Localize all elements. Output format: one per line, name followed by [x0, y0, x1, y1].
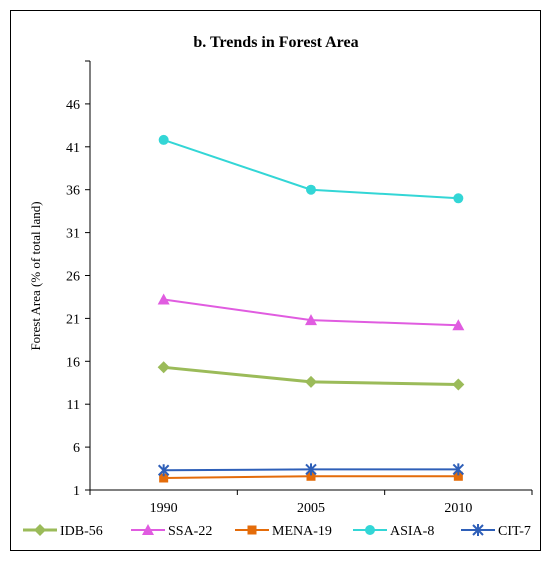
data-point-asia-8: [158, 134, 169, 145]
series-asia-8: [158, 134, 464, 204]
x-tick-label: 2010: [444, 501, 472, 516]
legend-marker: [142, 524, 154, 535]
legend-label: ASIA-8: [390, 524, 434, 539]
data-point-cit-7: [305, 463, 317, 476]
y-tick-label: 16: [66, 355, 80, 370]
data-point-mena-19: [159, 473, 169, 483]
legend-label: SSA-22: [168, 524, 212, 539]
data-point-idb-56: [305, 375, 317, 388]
series-ssa-22: [157, 293, 465, 331]
legend-marker: [472, 524, 484, 536]
data-point-idb-56: [452, 378, 465, 391]
data-point-ssa-22: [305, 314, 317, 326]
y-tick-label: 41: [66, 141, 80, 156]
legend-marker: [365, 525, 375, 535]
y-tick-label: 31: [66, 227, 80, 242]
legend-item-mena-19: MENA-19: [235, 524, 332, 539]
data-point-asia-8: [306, 184, 316, 195]
legend-marker: [247, 525, 257, 535]
data-point-cit-7: [452, 463, 465, 476]
data-point-ssa-22: [452, 319, 465, 331]
legend-label: IDB-56: [60, 524, 103, 539]
series-mena-19: [159, 471, 463, 483]
x-tick-label: 2005: [297, 501, 325, 516]
legend: IDB-56 SSA-22 MENA-19 ASIA-8 CIT-7: [23, 524, 531, 539]
legend-label: CIT-7: [498, 524, 531, 539]
legend-item-ssa-22: SSA-22: [131, 524, 212, 539]
y-tick-label: 1: [73, 484, 80, 499]
x-tick-label: 1990: [150, 501, 178, 516]
data-point-mena-19: [306, 471, 316, 481]
y-tick-label: 11: [67, 398, 80, 413]
line-chart: b. Trends in Forest Area 161116212631364…: [23, 34, 533, 539]
y-tick-label: 21: [66, 312, 80, 327]
y-tick-label: 26: [66, 270, 80, 285]
data-point-cit-7: [157, 464, 170, 477]
data-point-ssa-22: [157, 293, 170, 305]
series-idb-56: [157, 361, 465, 391]
data-point-asia-8: [453, 193, 464, 204]
legend-item-asia-8: ASIA-8: [353, 524, 434, 539]
legend-item-cit-7: CIT-7: [461, 524, 531, 539]
y-tick-label: 36: [66, 184, 80, 199]
y-tick-label: 46: [66, 98, 80, 113]
legend-label: MENA-19: [272, 524, 332, 539]
series-cit-7: [157, 463, 465, 477]
y-tick-label: 6: [73, 441, 80, 456]
y-axis-label: Forest Area (% of total land): [28, 201, 43, 350]
chart-frame: b. Trends in Forest Area 1 6 11 16 21 26 31 36 4…: [10, 10, 541, 551]
chart-title: b. Trends in Forest Area: [193, 34, 358, 51]
series-layer: [157, 134, 465, 483]
legend-marker: [34, 524, 46, 536]
legend-item-idb-56: IDB-56: [23, 524, 103, 539]
data-point-mena-19: [453, 471, 463, 481]
data-point-idb-56: [157, 361, 170, 374]
